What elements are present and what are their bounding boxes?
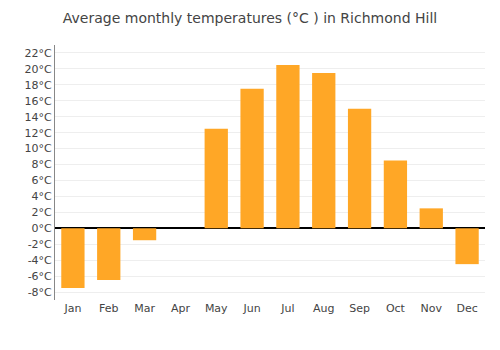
svg-text:4°C: 4°C (32, 190, 52, 203)
svg-text:8°C: 8°C (32, 158, 52, 171)
svg-text:20°C: 20°C (25, 63, 52, 76)
svg-text:18°C: 18°C (25, 79, 52, 92)
svg-text:-2°C: -2°C (28, 238, 52, 251)
svg-text:Mar: Mar (134, 302, 155, 315)
svg-text:-8°C: -8°C (28, 286, 52, 299)
svg-text:May: May (205, 302, 228, 315)
svg-text:Jan: Jan (63, 302, 81, 315)
svg-text:Apr: Apr (171, 302, 191, 315)
svg-text:Feb: Feb (99, 302, 118, 315)
svg-text:Nov: Nov (421, 302, 443, 315)
svg-text:Aug: Aug (313, 302, 334, 315)
svg-text:-4°C: -4°C (28, 254, 52, 267)
svg-text:14°C: 14°C (25, 111, 52, 124)
svg-text:16°C: 16°C (25, 95, 52, 108)
svg-text:12°C: 12°C (25, 127, 52, 140)
svg-text:6°C: 6°C (32, 174, 52, 187)
svg-text:2°C: 2°C (32, 206, 52, 219)
svg-text:Jul: Jul (280, 302, 294, 315)
svg-text:Average monthly temperatures (: Average monthly temperatures (°C ) in Ri… (63, 10, 437, 26)
svg-text:Sep: Sep (349, 302, 370, 315)
svg-text:-6°C: -6°C (28, 270, 52, 283)
svg-text:0°C: 0°C (32, 222, 52, 235)
svg-text:Oct: Oct (386, 302, 406, 315)
svg-text:Dec: Dec (456, 302, 477, 315)
svg-text:Jun: Jun (242, 302, 260, 315)
svg-text:22°C: 22°C (25, 47, 52, 60)
svg-text:10°C: 10°C (25, 142, 52, 155)
